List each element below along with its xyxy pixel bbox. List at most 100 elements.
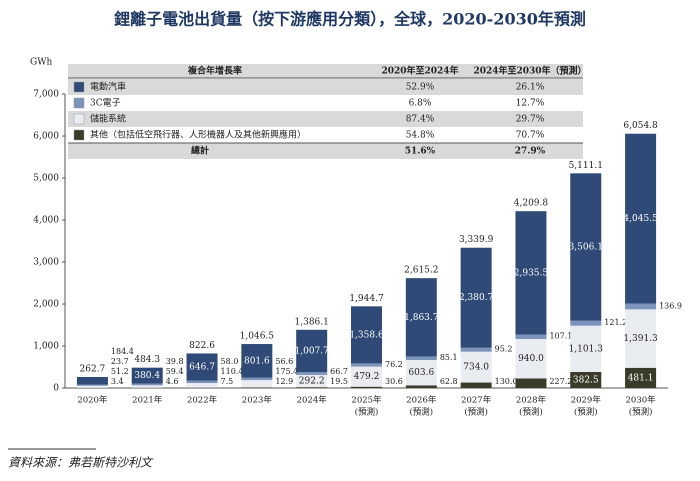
data-label: 380.4 — [134, 371, 160, 381]
y-tick-label: 5,000 — [33, 174, 59, 184]
bar-segment — [351, 386, 382, 388]
bar-segment — [296, 372, 328, 375]
bar-segment — [570, 320, 602, 326]
total-label: 3,339.9 — [459, 235, 494, 245]
x-tick-label: 2021年 — [132, 395, 163, 406]
table-header: 2024年至2030年（預測） — [473, 65, 586, 77]
bar-segment — [131, 367, 163, 384]
data-label: 1,358.6 — [349, 330, 384, 340]
bar-segment — [351, 363, 382, 367]
table-cell: 70.7% — [516, 131, 545, 141]
data-label: 58.0 — [221, 357, 239, 366]
bar-segment — [460, 247, 492, 348]
total-label: 4,209.8 — [514, 199, 549, 209]
bar-segment — [625, 367, 657, 388]
data-label: 184.4 — [111, 347, 134, 356]
total-label: 6,054.8 — [623, 121, 658, 131]
data-label: 62.8 — [440, 377, 458, 386]
bar-segment — [460, 351, 492, 383]
x-tick-label: 2020年 — [77, 395, 108, 406]
legend-label: 儲能系統 — [90, 113, 126, 125]
bar-segment — [460, 382, 492, 388]
bar-segment — [515, 338, 547, 379]
table-cell: 6.8% — [409, 99, 432, 109]
total-label: 5,111.1 — [569, 161, 603, 171]
x-tick-sublabel: (預測) — [574, 407, 598, 418]
data-label: 481.1 — [628, 373, 654, 383]
bar-segment — [241, 380, 273, 388]
table-cell: 12.7% — [516, 99, 545, 109]
bar-segment — [186, 383, 218, 388]
bar-segment — [570, 325, 602, 372]
data-label: 3.4 — [111, 377, 124, 386]
bar-segment — [186, 380, 218, 384]
bar-segment — [515, 211, 547, 335]
data-label: 382.5 — [573, 375, 599, 385]
data-label: 175.4 — [275, 367, 298, 376]
table-total: 總計 — [191, 145, 209, 157]
x-tick-sublabel: (預測) — [629, 407, 653, 418]
data-label: 59.4 — [166, 367, 184, 376]
data-label: 12.9 — [275, 377, 293, 386]
total-label: 484.3 — [134, 355, 160, 365]
data-label: 4.6 — [166, 377, 179, 386]
x-tick-label: 2030年 — [626, 395, 657, 406]
data-label: 76.2 — [385, 360, 403, 369]
bar-segment — [460, 347, 492, 352]
data-label: 603.6 — [408, 368, 434, 378]
data-label: 479.2 — [354, 372, 380, 382]
data-label: 292.2 — [299, 377, 325, 387]
x-tick-label: 2029年 — [571, 395, 602, 406]
bar-segment — [405, 360, 437, 386]
data-label: 1,863.7 — [404, 313, 439, 323]
legend-label: 其他（包括低空飛行器、人形機器人及其他新興應用） — [90, 129, 306, 141]
bar-segment — [76, 384, 108, 386]
data-label: 3,506.1 — [569, 242, 603, 252]
total-label: 1,944.7 — [349, 294, 384, 304]
table-cell: 54.8% — [406, 131, 435, 141]
data-label: 66.7 — [330, 367, 348, 376]
bar-segment — [515, 334, 547, 339]
y-tick-label: 6,000 — [33, 132, 59, 142]
table-row-bg — [68, 143, 583, 159]
x-tick-sublabel: (預測) — [464, 407, 488, 418]
y-tick-label: 1,000 — [33, 342, 59, 352]
table-row-bg — [68, 79, 583, 95]
data-label: 2,935.5 — [514, 268, 549, 278]
table-total: 27.9% — [515, 147, 546, 157]
data-label: 227.2 — [549, 377, 572, 386]
bar-segment — [405, 385, 437, 388]
bar-segment — [405, 356, 437, 361]
x-tick-sublabel: (預測) — [519, 407, 543, 418]
data-label: 1,101.3 — [569, 344, 604, 354]
x-tick-sublabel: (預測) — [409, 407, 433, 418]
table-header: 複合年增長率 — [187, 65, 242, 77]
x-tick-sublabel: (預測) — [355, 407, 379, 418]
data-label: 85.1 — [440, 353, 458, 362]
x-tick-label: 2022年 — [187, 395, 218, 406]
data-label: 107.1 — [549, 332, 572, 341]
legend-swatch — [73, 129, 85, 141]
bar-segment — [296, 387, 328, 388]
bar-segment — [296, 329, 328, 373]
table-cell: 29.7% — [516, 115, 545, 125]
bar-segment — [241, 377, 273, 381]
data-label: 56.6 — [275, 357, 293, 366]
data-label: 130.0 — [495, 377, 518, 386]
bar-segment — [515, 378, 547, 388]
total-label: 822.6 — [189, 341, 215, 351]
bar-segment — [131, 383, 163, 386]
table-header: 2020年至2024年 — [381, 65, 458, 77]
y-unit: GWh — [30, 58, 52, 68]
y-tick-label: 7,000 — [33, 90, 59, 100]
y-tick-label: 3,000 — [33, 258, 59, 268]
legend-label: 3C電子 — [90, 98, 121, 109]
data-label: 1,391.3 — [623, 334, 658, 344]
total-label: 262.7 — [80, 364, 106, 374]
data-label: 734.0 — [463, 363, 489, 373]
bar-segment — [625, 133, 657, 304]
bar-segment — [241, 387, 273, 388]
total-label: 2,615.2 — [404, 266, 438, 276]
x-tick-label: 2026年 — [406, 395, 437, 406]
table-header-bg — [68, 64, 583, 78]
